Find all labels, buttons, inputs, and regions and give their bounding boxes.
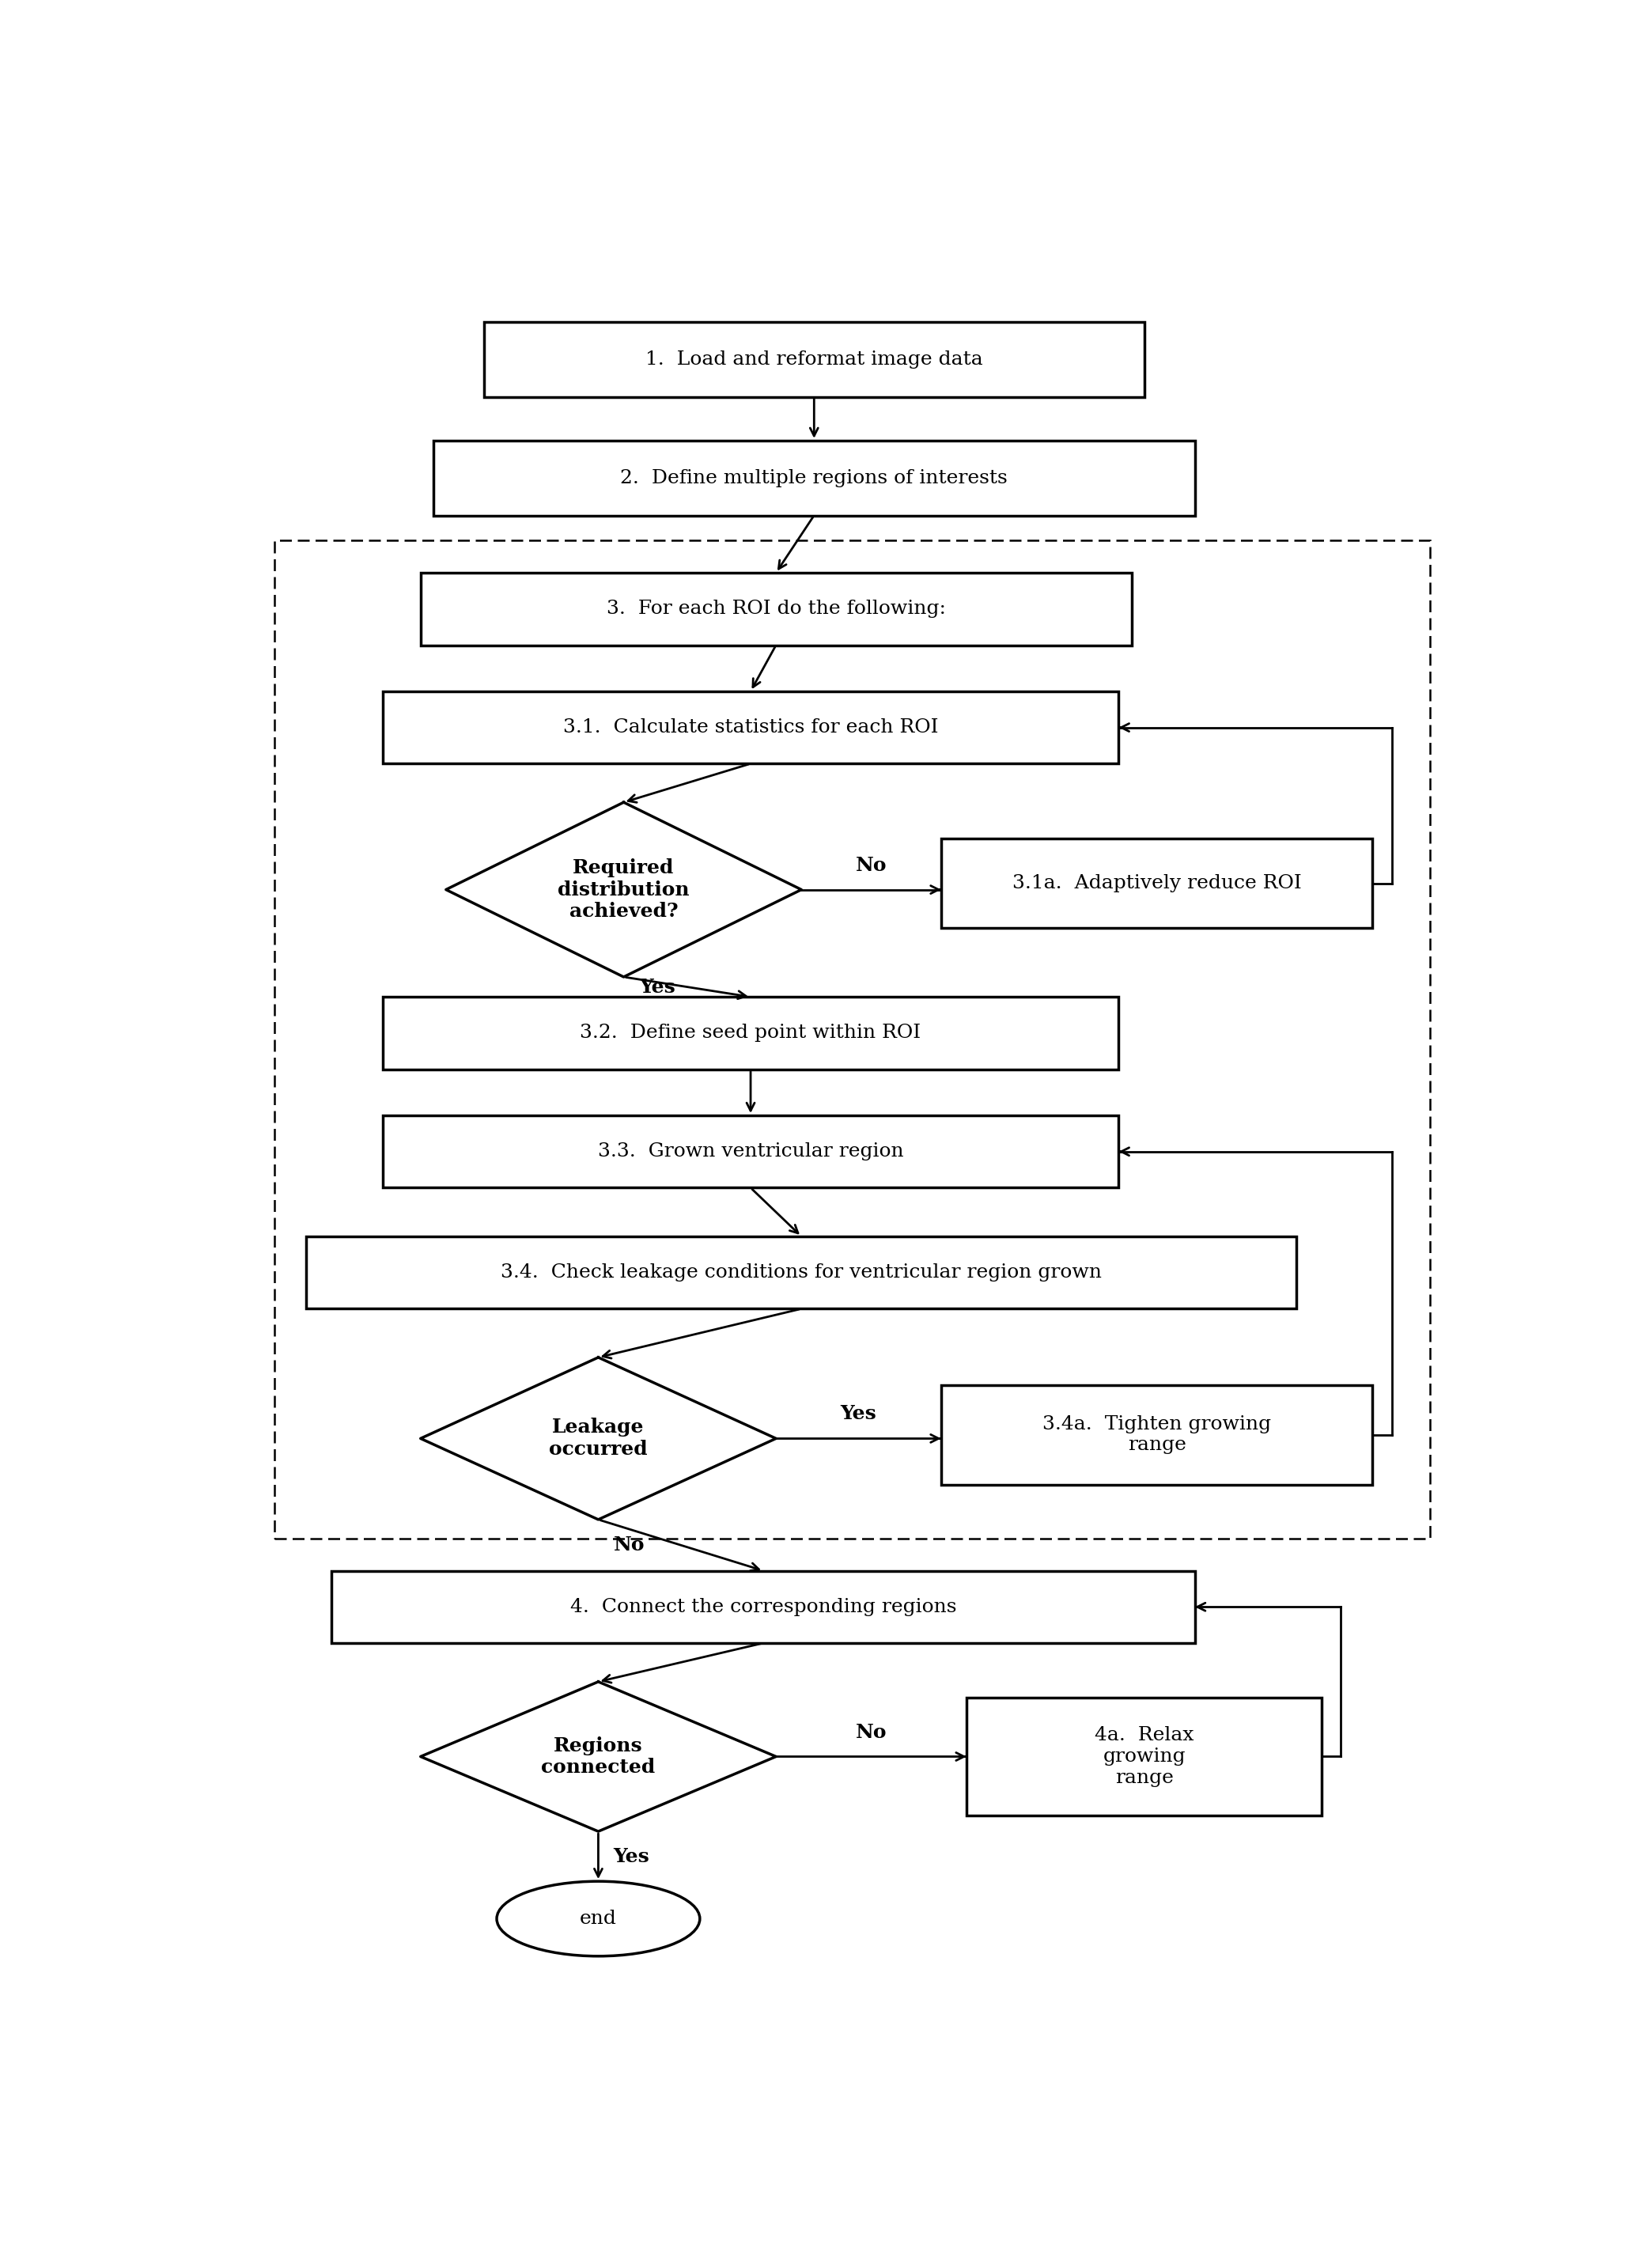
Text: end: end [580, 1910, 618, 1928]
FancyBboxPatch shape [383, 692, 1119, 764]
FancyBboxPatch shape [485, 322, 1143, 397]
Text: Yes: Yes [840, 1404, 876, 1424]
Text: Yes: Yes [639, 978, 675, 996]
Polygon shape [421, 1356, 776, 1520]
Text: No: No [614, 1535, 645, 1554]
FancyBboxPatch shape [432, 440, 1196, 515]
FancyBboxPatch shape [966, 1696, 1322, 1817]
Text: 4a.  Relax
growing
range: 4a. Relax growing range [1094, 1726, 1194, 1787]
FancyBboxPatch shape [306, 1236, 1297, 1309]
Text: No: No [855, 1724, 886, 1742]
Polygon shape [421, 1683, 776, 1833]
Text: 3.1.  Calculate statistics for each ROI: 3.1. Calculate statistics for each ROI [563, 719, 939, 737]
FancyBboxPatch shape [333, 1572, 1196, 1642]
FancyBboxPatch shape [383, 1116, 1119, 1188]
Text: 3.4a.  Tighten growing
range: 3.4a. Tighten growing range [1042, 1415, 1271, 1454]
Ellipse shape [496, 1882, 699, 1955]
FancyBboxPatch shape [383, 998, 1119, 1068]
Text: 3.1a.  Adaptively reduce ROI: 3.1a. Adaptively reduce ROI [1012, 873, 1302, 894]
Text: Leakage
occurred: Leakage occurred [549, 1418, 647, 1458]
FancyBboxPatch shape [940, 839, 1373, 928]
Text: 4.  Connect the corresponding regions: 4. Connect the corresponding regions [570, 1597, 957, 1617]
Text: 3.  For each ROI do the following:: 3. For each ROI do the following: [606, 599, 945, 619]
Text: No: No [855, 855, 886, 875]
Text: 3.4.  Check leakage conditions for ventricular region grown: 3.4. Check leakage conditions for ventri… [501, 1263, 1102, 1281]
Polygon shape [446, 803, 801, 978]
Text: 2.  Define multiple regions of interests: 2. Define multiple regions of interests [621, 469, 1007, 488]
Text: 3.3.  Grown ventricular region: 3.3. Grown ventricular region [598, 1143, 904, 1161]
FancyBboxPatch shape [940, 1386, 1373, 1486]
Text: Required
distribution
achieved?: Required distribution achieved? [559, 857, 690, 921]
Text: 3.2.  Define seed point within ROI: 3.2. Define seed point within ROI [580, 1023, 921, 1043]
Text: Regions
connected: Regions connected [541, 1735, 655, 1778]
FancyBboxPatch shape [421, 574, 1132, 644]
Text: 1.  Load and reformat image data: 1. Load and reformat image data [645, 349, 983, 370]
Text: Yes: Yes [614, 1846, 650, 1867]
